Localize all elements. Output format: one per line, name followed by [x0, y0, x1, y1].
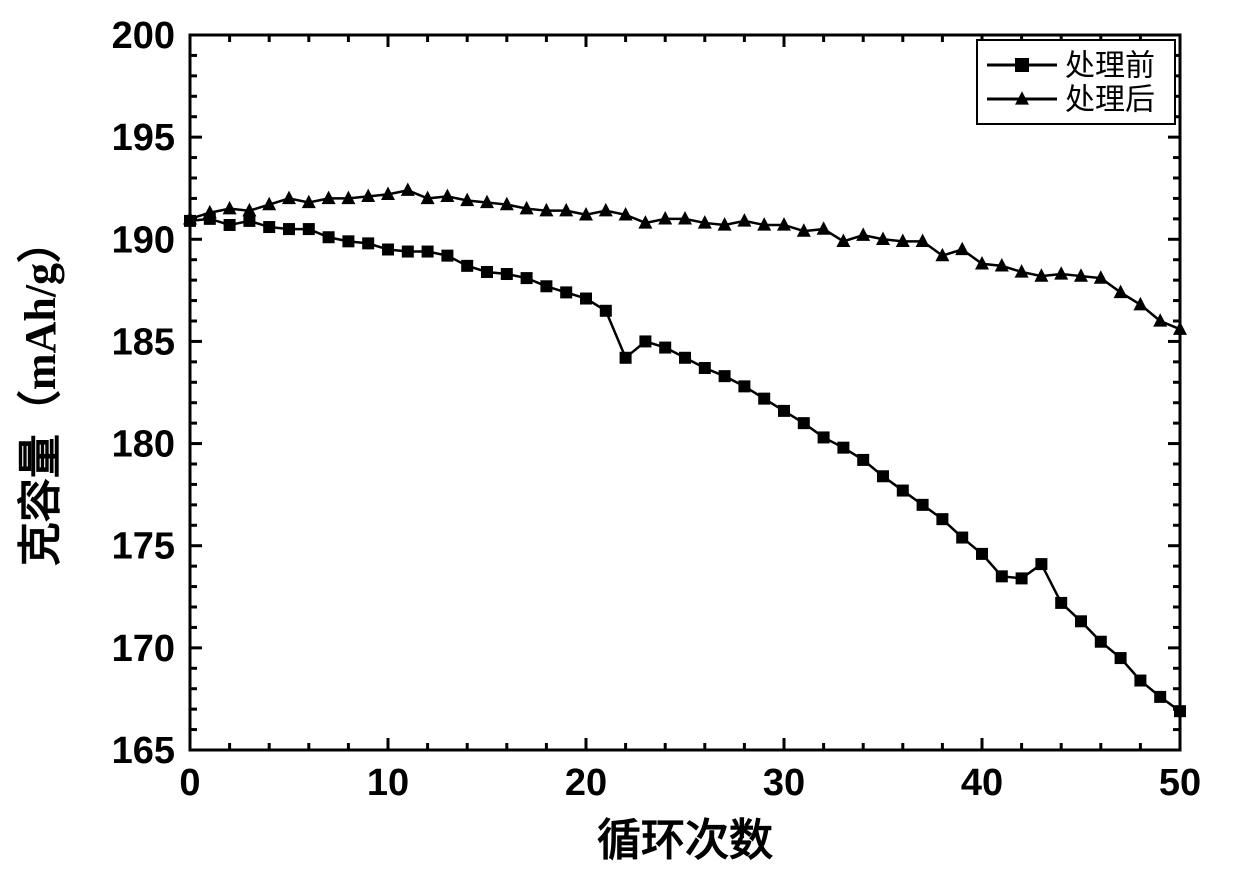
y-tick-label: 170	[112, 628, 175, 670]
x-tick-label: 0	[179, 762, 200, 804]
series-处理后	[183, 182, 1187, 334]
legend: 处理前处理后	[977, 40, 1175, 124]
y-axis-label: 克容量（mAh/g）	[16, 219, 65, 566]
series-处理前	[184, 213, 1186, 717]
x-tick-label: 10	[367, 762, 409, 804]
x-tick-label: 40	[961, 762, 1003, 804]
chart-svg: 0 10 20 30 40 50 165 170 175 180 185 190 195 200 循环次数 克…	[0, 0, 1240, 888]
x-axis-label: 循环次数	[597, 816, 773, 865]
y-tick-label: 195	[112, 117, 175, 159]
y-tick-label: 175	[112, 526, 175, 568]
y-tick-label: 165	[112, 730, 175, 772]
y-tick-label: 185	[112, 321, 175, 363]
y-tick-label: 180	[112, 424, 175, 466]
x-tick-label: 20	[565, 762, 607, 804]
legend-label-0: 处理前	[1065, 50, 1155, 83]
legend-label-1: 处理后	[1065, 84, 1155, 117]
capacity-chart: 0 10 20 30 40 50 165 170 175 180 185 190 195 200 循环次数 克…	[0, 0, 1240, 888]
y-tick-label: 190	[112, 219, 175, 261]
x-tick-label: 30	[763, 762, 805, 804]
x-tick-label: 50	[1159, 762, 1201, 804]
y-tick-label: 200	[112, 15, 175, 57]
